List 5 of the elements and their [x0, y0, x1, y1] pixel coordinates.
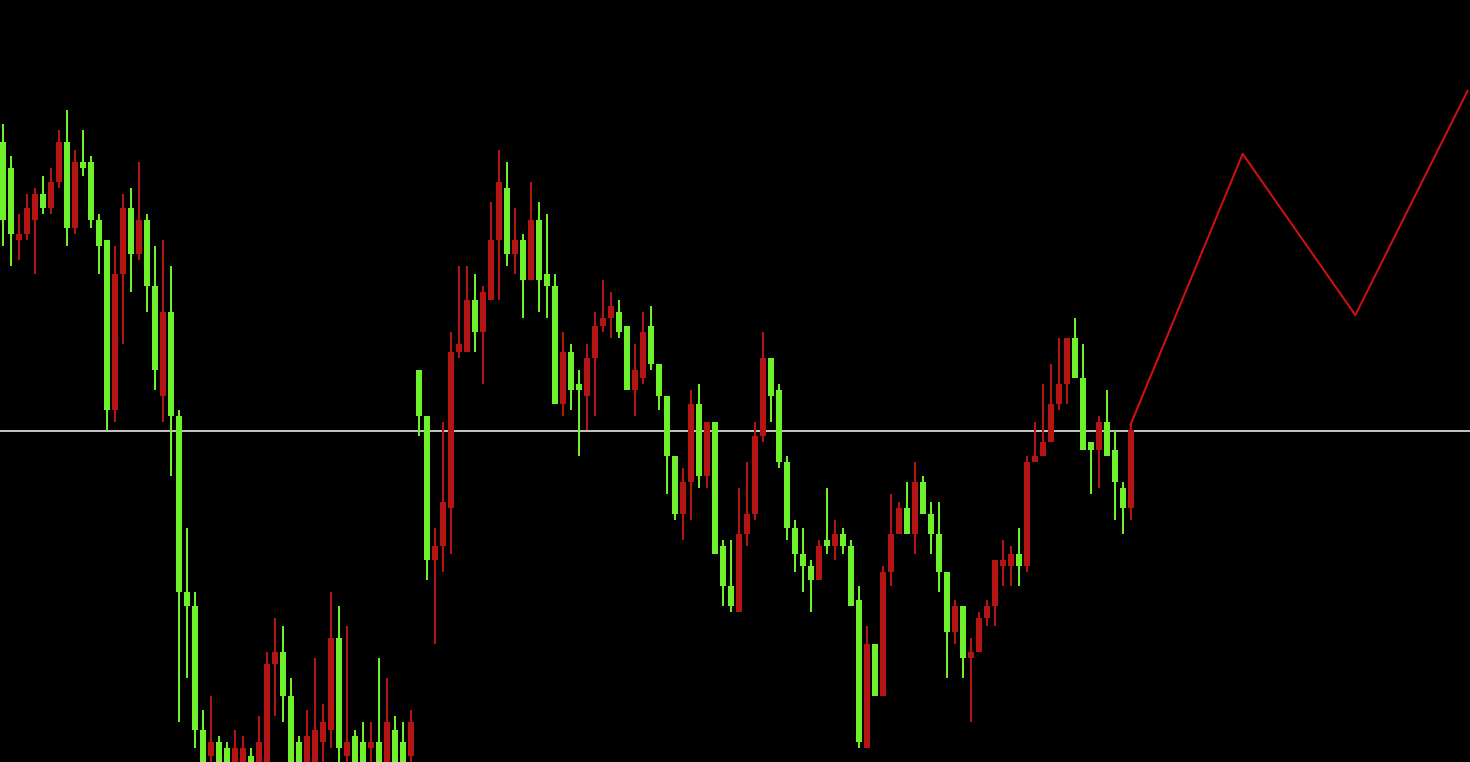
- candlestick: [968, 638, 974, 722]
- candlestick: [184, 528, 190, 678]
- candlestick: [344, 626, 350, 762]
- candlestick: [824, 488, 830, 554]
- candlestick: [456, 266, 462, 358]
